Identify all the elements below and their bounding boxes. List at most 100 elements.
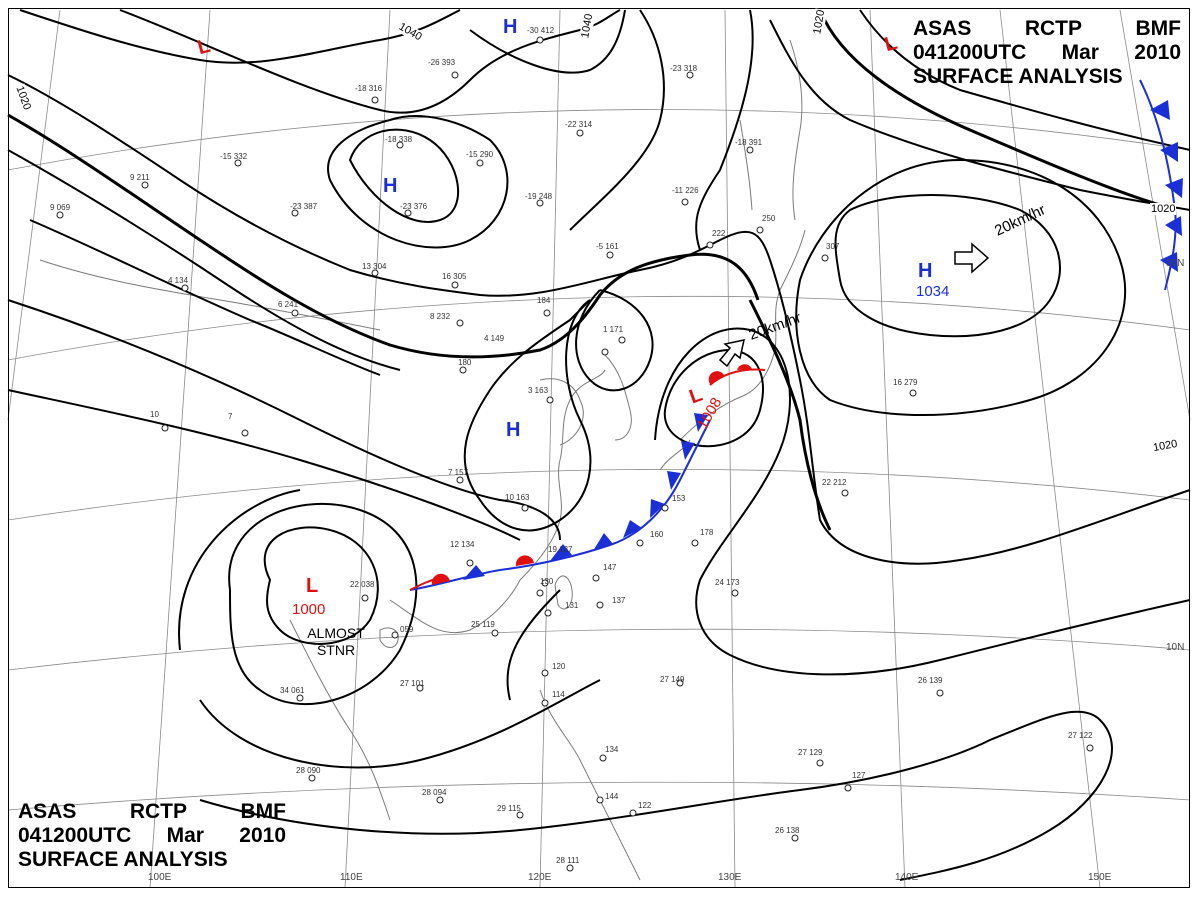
isobar [263, 526, 379, 645]
station-value: 3 163 [528, 386, 549, 395]
station-value: 4 149 [484, 334, 505, 343]
title-month: Mar [1061, 41, 1099, 64]
station-value: -19 248 [525, 192, 553, 201]
station-value: 178 [700, 528, 714, 537]
motion-arrow-low [718, 339, 745, 368]
station-marker [391, 631, 399, 639]
longitude-label: 100E [148, 872, 172, 883]
station-marker [936, 689, 944, 697]
station-value: 10 163 [505, 493, 530, 502]
warm-front-semicircle [431, 573, 450, 585]
station-marker [491, 629, 499, 637]
station-marker [161, 424, 169, 432]
station-marker [536, 199, 544, 207]
warm-front-semicircle [515, 555, 534, 566]
station-value: 27 122 [1068, 731, 1093, 740]
longitude-label: 140E [895, 872, 919, 883]
station-value: -26 393 [428, 58, 456, 67]
station-value: 28 090 [296, 766, 321, 775]
isobar [7, 299, 561, 541]
cold-front-triangle [593, 533, 613, 551]
station-value: 9 069 [50, 203, 71, 212]
station-value: 222 [712, 229, 726, 238]
station-marker [816, 759, 824, 767]
station-value: 28 111 [556, 856, 580, 865]
station-marker [536, 36, 544, 44]
cold-front-triangle [650, 499, 665, 518]
station-value: 22 038 [350, 580, 375, 589]
station-marker [686, 71, 694, 79]
title-row-2: 041200UTC Mar 2010 [18, 824, 286, 848]
coastline-bohai [539, 378, 584, 446]
station-marker [596, 796, 604, 804]
coastlines [39, 39, 806, 881]
station-marker [1086, 744, 1094, 752]
low-center-south-china: L [306, 575, 319, 597]
isobar-1040 [469, 9, 626, 74]
station-marker [291, 309, 299, 317]
isobar [575, 289, 654, 392]
station-value: -15 332 [220, 152, 248, 161]
station-marker [592, 574, 600, 582]
title-station: RCTP [129, 800, 188, 823]
station-value: 160 [650, 530, 664, 539]
isobar [178, 489, 301, 651]
title-station: RCTP [1024, 17, 1083, 40]
longitude-label: 120E [528, 872, 552, 883]
station-marker [308, 774, 316, 782]
station-marker [543, 309, 551, 317]
isobar-1020 [818, 9, 1161, 207]
station-value: 10 [150, 410, 159, 419]
isobar [769, 19, 1191, 211]
coastline-sakhalin [739, 119, 753, 211]
station-value: 7 157 [448, 468, 469, 477]
isobar [348, 128, 459, 223]
station-value: 153 [672, 494, 686, 503]
cold-front-triangle [1165, 178, 1183, 198]
longitude-label: 110E [340, 872, 363, 883]
station-marker [234, 159, 242, 167]
station-marker [451, 281, 459, 289]
title-row-1: ASAS RCTP BMF [913, 17, 1181, 41]
title-office: BMF [1135, 17, 1182, 40]
almost-stationary-note: ALMOST STNR [296, 625, 376, 659]
latitude-line [7, 781, 1191, 811]
station-value: 6 241 [278, 300, 299, 309]
isobar [695, 9, 754, 251]
longitude-line [999, 9, 1101, 889]
station-value: 29 115 [497, 804, 521, 813]
cold-front-triangle [1165, 216, 1182, 236]
note-line-2: STNR [316, 642, 356, 658]
station-value: 131 [565, 601, 579, 610]
station-value: 250 [762, 214, 776, 223]
station-value: 7 [228, 412, 233, 421]
isobars [7, 9, 1191, 881]
high-pressure-value: 1034 [916, 283, 950, 300]
station-marker [181, 284, 189, 292]
motion-arrow-high [954, 242, 990, 274]
station-marker [296, 694, 304, 702]
station-marker [404, 209, 412, 217]
isobar [463, 299, 592, 532]
station-value: 28 094 [422, 788, 447, 797]
latitude-label: 10N [1166, 642, 1185, 653]
isobar [7, 389, 521, 541]
station-marker [456, 319, 464, 327]
longitude-line [344, 9, 391, 889]
station-value: -11 226 [672, 186, 699, 195]
cold-front-triangle [694, 413, 708, 432]
longitude-line [1119, 9, 1191, 421]
latitude-line [7, 109, 1191, 171]
map-frame [8, 8, 1190, 888]
station-value: 127 [852, 771, 866, 780]
station-value: 1 171 [603, 325, 624, 334]
station-marker [629, 809, 637, 817]
station-marker [844, 784, 852, 792]
station-marker [536, 589, 544, 597]
station-value: 134 [605, 745, 619, 754]
station-marker [451, 71, 459, 79]
warm-front [409, 364, 766, 591]
high-center-yellow-sea: H [506, 419, 521, 441]
station-marker [516, 811, 524, 819]
